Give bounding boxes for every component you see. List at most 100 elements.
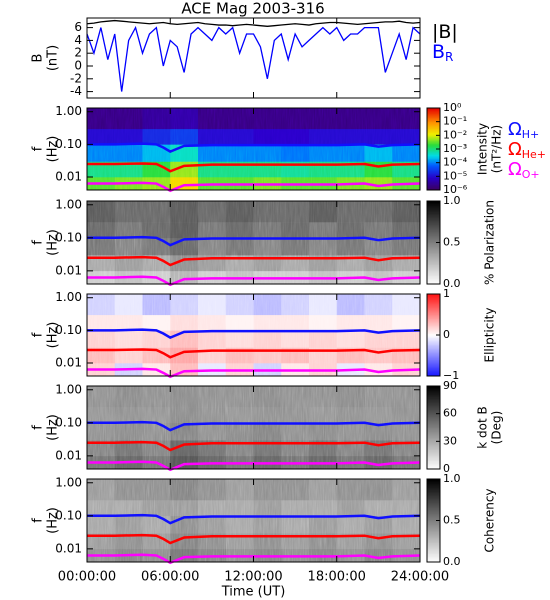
colorbar-swatch [427, 330, 440, 333]
colorbar-swatch [427, 446, 440, 449]
colorbar-tick-label: 0.5 [443, 514, 461, 527]
colorbar-swatch [427, 326, 440, 329]
frequency-line [87, 440, 421, 452]
colorbar-swatch [427, 412, 440, 415]
y-tick-label: 2 [74, 46, 82, 60]
colorbar-swatch [427, 424, 440, 427]
colorbar-swatch [427, 245, 440, 248]
colorbar-swatch [427, 253, 440, 256]
y-axis-label: f [31, 146, 46, 151]
colorbar-tick-label: 1.0 [443, 472, 461, 485]
colorbar-swatch [427, 270, 440, 272]
colorbar-swatch [427, 388, 440, 391]
colorbar-swatch [427, 271, 440, 274]
colorbar-swatch [427, 121, 440, 124]
y-axis-label: f [31, 332, 46, 337]
colorbar-swatch [427, 365, 440, 367]
colorbar-swatch [427, 403, 440, 406]
y-tick-label: 0.01 [55, 170, 82, 184]
colorbar-swatch [427, 534, 440, 537]
colorbar-swatch [427, 183, 440, 185]
colorbar-swatch [427, 256, 440, 259]
colorbar-swatch [427, 318, 440, 321]
colorbar-swatch [427, 176, 440, 179]
colorbar-swatch [427, 350, 440, 352]
colorbar-swatch [427, 158, 440, 161]
colorbar-swatch [427, 217, 440, 220]
colorbar-swatch [427, 309, 440, 311]
legend-subscript: O+ [522, 168, 540, 181]
colorbar-label: Intensity [476, 123, 490, 175]
y-tick-label: -2 [70, 71, 82, 85]
y-tick-label: 0.10 [55, 508, 82, 522]
colorbar-swatch [427, 438, 440, 441]
y-tick-label: 0.01 [55, 448, 82, 462]
colorbar-swatch [427, 128, 440, 131]
colorbar-swatch [427, 351, 440, 354]
colorbar-swatch [427, 499, 440, 502]
colorbar-swatch [427, 428, 440, 431]
colorbar-swatch [427, 264, 440, 267]
colorbar-swatch [427, 300, 440, 303]
colorbar-swatch [427, 341, 440, 344]
colorbar-swatch [427, 164, 440, 166]
chart-title: ACE Mag 2003-316 [181, 0, 324, 18]
frequency-line [87, 420, 421, 432]
colorbar-swatch [427, 494, 440, 496]
colorbar-swatch [427, 451, 440, 453]
colorbar-swatch [427, 225, 440, 228]
colorbar-swatch [427, 185, 440, 188]
colorbar-swatch [427, 209, 440, 212]
texture [87, 479, 420, 562]
colorbar-swatch [427, 419, 440, 421]
colorbar-swatch [427, 177, 440, 180]
colorbar-swatch [427, 386, 440, 388]
frequency-line [87, 255, 421, 267]
legend-subscript: R [445, 50, 453, 64]
colorbar-swatch [427, 452, 440, 455]
y-tick-label: 0.10 [55, 323, 82, 337]
y-tick-label: 0.10 [55, 230, 82, 244]
colorbar-swatch [427, 517, 440, 520]
colorbar-swatch [427, 110, 440, 113]
colorbar-swatch [427, 133, 440, 136]
colorbar-swatch [427, 390, 440, 392]
colorbar-swatch [427, 109, 440, 112]
colorbar-swatch [427, 442, 440, 445]
colorbar-swatch [427, 491, 440, 494]
colorbar-swatch [427, 311, 440, 314]
colorbar-swatch [427, 344, 440, 347]
colorbar-swatch [427, 485, 440, 488]
colorbar-tick-label: 0.0 [443, 555, 461, 568]
y-axis-label: (Hz) [46, 136, 61, 163]
colorbar-swatch [427, 401, 440, 403]
colorbar-swatch [427, 495, 440, 498]
colorbar-swatch [427, 363, 440, 366]
colorbar-swatch [427, 266, 440, 268]
colorbar-swatch [427, 277, 440, 279]
colorbar-swatch [427, 371, 440, 374]
colorbar-swatch [427, 498, 440, 501]
colorbar-swatch [427, 369, 440, 371]
colorbar-swatch [427, 457, 440, 460]
colorbar-swatch [427, 435, 440, 438]
colorbar-swatch [427, 173, 440, 176]
colorbar-swatch [427, 181, 440, 184]
legend-subscript: He+ [522, 148, 546, 161]
colorbar-swatch [427, 513, 440, 516]
colorbar-swatch [427, 281, 440, 284]
colorbar-swatch [427, 113, 440, 116]
colorbar-swatch [427, 206, 440, 209]
colorbar-swatch [427, 505, 440, 508]
colorbar-swatch [427, 426, 440, 428]
colorbar-swatch [427, 395, 440, 398]
colorbar-swatch [427, 439, 440, 442]
colorbar-swatch [427, 528, 440, 531]
colorbar-swatch [427, 231, 440, 234]
colorbar-swatch [427, 157, 440, 159]
colorbar-swatch [427, 127, 440, 129]
colorbar-swatch [427, 333, 440, 336]
colorbar-tick-label: 1 [443, 287, 450, 300]
colorbar-swatch [427, 257, 440, 260]
y-tick-label: 0.01 [55, 263, 82, 277]
